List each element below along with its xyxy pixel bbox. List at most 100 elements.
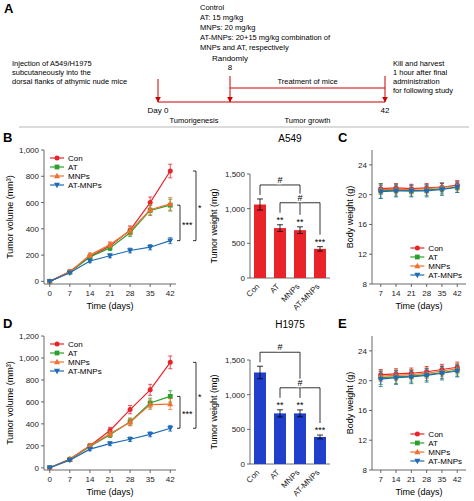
- x-tick-label: AT: [268, 282, 281, 295]
- error-bar: [128, 226, 132, 234]
- error-bar: [425, 185, 429, 197]
- y-tick: [369, 380, 372, 381]
- error-bar: [297, 227, 303, 234]
- x-tick-label: 28: [126, 289, 135, 298]
- y-tick-label: 200: [26, 442, 40, 451]
- x-tick-label: 21: [407, 289, 416, 298]
- legend: ConATMNPsAT-MNPs: [50, 340, 102, 376]
- point: [455, 185, 460, 190]
- y-tick: [247, 174, 250, 175]
- error-bar: [277, 225, 283, 232]
- point: [47, 465, 52, 470]
- legend-label: AT: [68, 163, 78, 172]
- diagram-text: Injection of A549/H1975subcutaneously in…: [12, 59, 127, 86]
- point: [47, 279, 53, 284]
- series: [378, 181, 460, 194]
- error-bar: [455, 365, 459, 377]
- significance-bracket: [177, 396, 180, 428]
- text-line: AT-MNPs: 20+15 mg/kg combination of: [200, 33, 331, 42]
- x-tick: [110, 470, 111, 473]
- error-bar: [394, 371, 398, 384]
- text-line: Kill and harvest: [393, 59, 445, 68]
- y-tick-label: 20: [358, 377, 367, 386]
- error-bar: [168, 164, 172, 178]
- point: [107, 241, 113, 246]
- series-line: [50, 241, 171, 282]
- y-tick: [369, 284, 372, 285]
- y-axis-label: Tumor weight (mg): [209, 374, 219, 449]
- y-tick: [247, 394, 250, 395]
- plot-area: [47, 356, 174, 470]
- y-tick: [41, 445, 44, 446]
- panel-letter: C: [338, 130, 348, 145]
- series: [47, 198, 174, 284]
- x-tick: [426, 284, 427, 287]
- point: [67, 458, 73, 463]
- bar: [274, 413, 286, 464]
- series: [47, 391, 172, 470]
- legend-marker: [414, 449, 420, 454]
- x-tick-label: Con: [245, 282, 262, 299]
- point: [439, 371, 445, 376]
- x-tick-label: 14: [85, 289, 94, 298]
- point: [167, 201, 173, 206]
- bar-chart: 05001,0001,500Tumor weight (mg)ConATMNPs…: [209, 319, 330, 498]
- legend-label: AT: [428, 439, 438, 448]
- y-tick: [369, 194, 372, 195]
- y-tick: [41, 379, 44, 380]
- point: [148, 387, 153, 392]
- significance-label: ***: [182, 220, 193, 230]
- y-tick: [41, 202, 44, 203]
- error-bar: [455, 364, 459, 376]
- timeline-bar: [158, 102, 385, 103]
- point: [409, 189, 414, 194]
- x-axis-label: Time (days): [395, 487, 442, 497]
- point: [107, 441, 113, 446]
- bar: [294, 230, 306, 278]
- x-tick: [411, 470, 412, 473]
- x-tick: [411, 284, 412, 287]
- line-chart: 812162024Body weight (g)71421283542Time …: [338, 316, 466, 497]
- legend-marker: [54, 369, 60, 374]
- error-bar: [379, 185, 383, 198]
- y-tick-label: 16: [358, 406, 367, 415]
- series-line: [50, 171, 171, 281]
- plot-area: [378, 362, 461, 387]
- series: [47, 238, 174, 284]
- error-bar: [317, 247, 323, 251]
- error-bar: [88, 253, 92, 257]
- x-axis-label: Time (days): [86, 487, 133, 497]
- error-bar: [108, 242, 112, 248]
- arrow: [230, 76, 231, 102]
- text-line: Injection of A549/H1975: [12, 59, 92, 68]
- line-chart: 02004006008001,000Tumor volume (mm³)0714…: [3, 130, 202, 311]
- error-bar: [148, 205, 152, 215]
- error-bar: [440, 184, 444, 196]
- y-tick: [247, 278, 250, 279]
- point: [167, 401, 173, 406]
- error-bar: [409, 185, 413, 197]
- series: [47, 164, 173, 284]
- y-tick-label: 600: [26, 398, 40, 407]
- series: [378, 364, 461, 382]
- point: [47, 279, 52, 284]
- y-tick-label: 8: [363, 280, 368, 289]
- error-bar: [379, 184, 383, 199]
- x-tick: [396, 284, 397, 287]
- y-tick: [247, 464, 250, 465]
- x-tick-label: 0: [48, 289, 53, 298]
- y-tick: [41, 255, 44, 256]
- y-tick-label: 500: [232, 425, 246, 434]
- point: [147, 401, 153, 406]
- series-line: [50, 205, 171, 281]
- significance-label: #: [297, 193, 302, 203]
- error-bar: [455, 182, 459, 192]
- significance-label: **: [296, 217, 304, 227]
- x-tick: [457, 284, 458, 287]
- plot-area: [47, 164, 174, 284]
- significance-bracket: [193, 171, 196, 241]
- timeline-diagram: AInjection of A549/H1975subcutaneously i…: [4, 1, 453, 125]
- x-tick-label: 28: [422, 475, 431, 484]
- text-line: MNPs and AT, respectively: [200, 43, 289, 52]
- series: [378, 182, 461, 198]
